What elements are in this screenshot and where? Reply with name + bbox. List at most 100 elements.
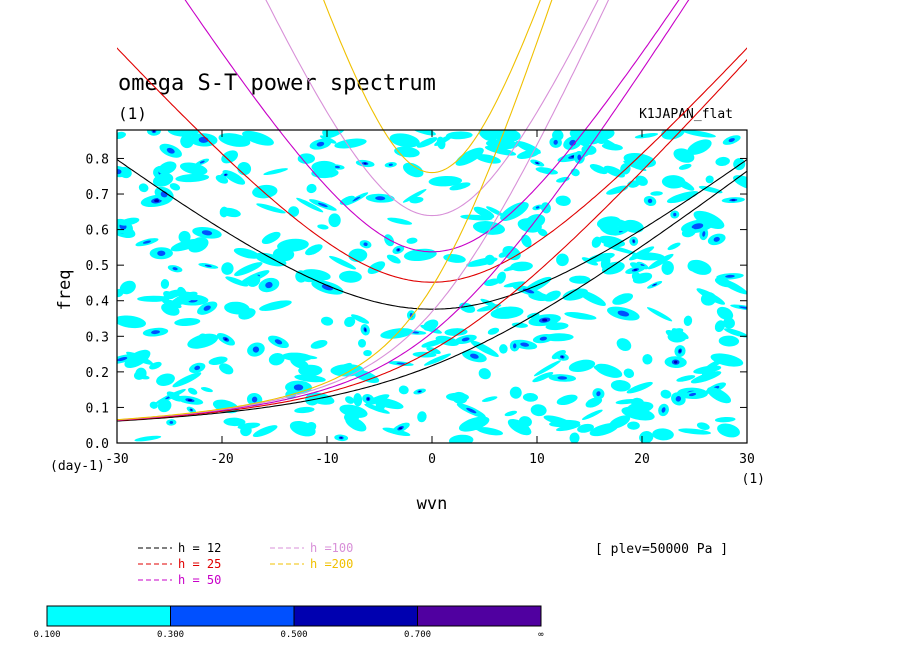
legend-label: h = 50 [178,573,221,587]
contour-patch [297,153,316,164]
contour-patch-mid [334,165,340,169]
curve-mixed-rossby-gravity-h200 [117,0,553,421]
chart-subtitle-left: (1) [118,104,147,123]
y-tick-label: 0.1 [86,401,109,416]
contour-patch [724,328,747,338]
contour-patch [436,136,446,150]
x-axis-ticks: -30 -20 -10 0 10 20 30 [105,130,755,467]
contour-patch [409,196,424,204]
x-tick-label: -10 [315,452,338,467]
contour-patch-high [399,427,403,430]
contour-patch [445,392,469,402]
contour-patch [371,397,404,410]
contour-patch [272,247,295,262]
contour-patch [490,306,524,319]
x-tick-label: -30 [105,452,128,467]
curve-mixed-rossby-gravity-h100 [117,0,610,421]
contour-patch [124,349,151,369]
contour-patch [598,137,620,150]
contour-patch [485,139,518,150]
contour-patch-mid [577,154,582,161]
contour-patch-mid [661,407,666,413]
contour-patch [660,389,672,399]
contour-patch-high [633,240,635,243]
curve-inertia-gravity-h25 [117,47,747,283]
contour-patch [317,224,329,230]
contour-patch-high [224,338,228,341]
contour-patch [480,298,499,309]
contour-patch [172,372,202,388]
contour-patch-mid [157,250,166,256]
contour-patch-mid [194,365,201,371]
chart-subtitle-right: K1JAPAN_flat [639,107,733,122]
contour-patch-mid [293,384,304,391]
y-unit-label: (day-1) [50,459,105,474]
contour-patch [423,319,439,331]
curve-mixed-rossby-gravity-h25 [117,58,747,422]
contour-patch [647,253,674,270]
contour-patch [449,182,471,191]
contour-patch [475,154,501,164]
contour-patch [707,387,732,404]
contour-patch [681,227,696,238]
contour-patch [263,168,289,176]
contour-patch-high [653,284,656,286]
contour-patch [256,203,286,214]
contour-patch-mid [316,141,325,147]
contour-patch-mid [352,196,361,202]
contour-patch [521,234,532,248]
contour-patch-mid [617,310,630,317]
contour-patch [661,130,686,140]
contour-patch [714,320,726,332]
contour-patch [352,369,380,383]
contour-patch [169,183,181,191]
contour-patch [208,356,228,365]
contour-patch [152,173,174,187]
contour-patch [137,295,170,302]
contour-patch-high [224,174,227,176]
colorbar-label: ∞ [538,630,544,640]
power-contours [117,130,747,443]
contour-patch-mid [117,357,128,362]
contour-patch [646,307,673,322]
contour-patch [321,316,334,326]
contour-patch-mid [675,395,682,402]
contour-patch [119,280,136,295]
contour-patch [319,135,337,144]
contour-patch-mid [728,138,735,143]
contour-patch-mid [388,163,393,166]
contour-patch [402,189,427,203]
contour-patch [589,163,608,175]
level-annotation: [ plev=50000 Pa ] [595,542,728,557]
contour-patch [470,340,499,358]
colorbar-bin [170,605,295,627]
x-tick-label: 0 [428,452,436,467]
contour-patch-high [187,399,192,402]
y-axis-label: freq [55,270,75,311]
contour-patch [357,338,367,348]
colorbar-bin [46,605,171,627]
contour-patch [200,387,213,393]
contour-patch [242,130,274,146]
contour-patch [606,185,629,195]
contour-patch [329,255,357,270]
contour-patch-mid [318,202,328,208]
contour-patch [530,404,547,417]
contour-patch [170,291,198,307]
contour-patch [149,361,162,370]
contour-patch [175,173,210,183]
contour-patch [484,130,515,136]
contour-patch [701,368,712,380]
contour-patch [601,261,625,275]
contour-patch [696,422,710,430]
contour-patch [642,354,653,365]
contour-patch [623,368,635,379]
contour-patch [240,425,252,437]
legend-label: h =200 [310,557,353,571]
contour-patch-high [561,355,564,358]
contour-patch [386,254,401,264]
contour-patch [683,130,716,138]
contour-patch-mid [166,147,175,154]
